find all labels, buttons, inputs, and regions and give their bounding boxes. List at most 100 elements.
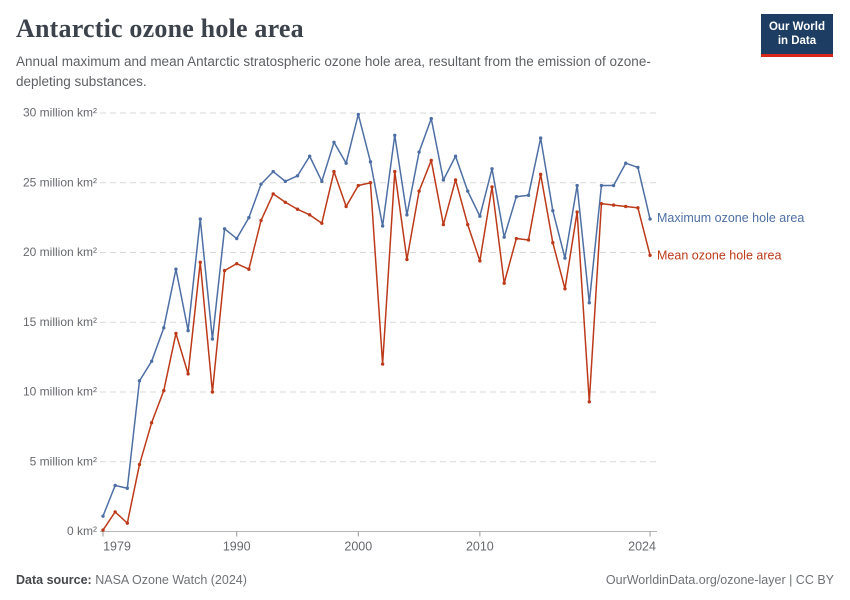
maximum-data-point[interactable] xyxy=(137,379,142,383)
maximum-data-point[interactable] xyxy=(222,227,227,231)
maximum-data-point[interactable] xyxy=(247,215,251,220)
mean-data-point[interactable] xyxy=(575,210,579,214)
owid-logo[interactable]: Our World in Data xyxy=(760,14,833,57)
maximum-data-point[interactable] xyxy=(320,179,324,184)
maximum-data-point[interactable] xyxy=(113,483,117,488)
legend-label-maximum[interactable]: Maximum ozone hole area xyxy=(657,211,804,225)
mean-data-point[interactable] xyxy=(526,238,531,242)
mean-data-point[interactable] xyxy=(295,207,300,211)
maximum-data-point[interactable] xyxy=(332,140,336,144)
mean-data-point[interactable] xyxy=(320,221,324,225)
maximum-data-point[interactable] xyxy=(441,178,446,182)
maximum-data-point[interactable] xyxy=(380,224,385,228)
maximum-data-point[interactable] xyxy=(295,174,300,178)
maximum-data-point[interactable] xyxy=(174,267,178,271)
mean-data-point[interactable] xyxy=(648,253,652,257)
maximum-data-point[interactable] xyxy=(624,161,628,165)
data-source: Data source: NASA Ozone Watch (2024) xyxy=(16,573,247,587)
maximum-data-point[interactable] xyxy=(101,514,105,518)
maximum-data-point[interactable] xyxy=(563,256,567,260)
maximum-data-point[interactable] xyxy=(149,359,154,364)
maximum-data-point[interactable] xyxy=(551,208,555,213)
mean-data-point[interactable] xyxy=(174,331,178,336)
maximum-data-point[interactable] xyxy=(162,326,166,330)
mean-data-point[interactable] xyxy=(210,390,215,394)
mean-data-point[interactable] xyxy=(271,192,275,196)
maximum-data-point[interactable] xyxy=(466,189,470,193)
maximum-data-point[interactable] xyxy=(514,195,519,199)
maximum-data-point[interactable] xyxy=(490,167,494,171)
maximum-data-point[interactable] xyxy=(356,112,360,117)
mean-data-point[interactable] xyxy=(490,185,494,189)
maximum-data-point[interactable] xyxy=(429,116,433,121)
mean-data-point[interactable] xyxy=(563,287,567,291)
maximum-data-point[interactable] xyxy=(283,179,288,184)
mean-data-point[interactable] xyxy=(466,222,470,227)
maximum-data-point[interactable] xyxy=(235,236,239,241)
mean-data-point[interactable] xyxy=(478,259,482,263)
mean-data-point[interactable] xyxy=(429,158,433,163)
maximum-data-point[interactable] xyxy=(636,165,640,170)
mean-data-point[interactable] xyxy=(247,267,251,271)
mean-data-point[interactable] xyxy=(551,241,555,245)
y-axis-tick-label: 20 million km² xyxy=(23,245,97,259)
mean-data-point[interactable] xyxy=(307,213,312,217)
mean-data-point[interactable] xyxy=(587,400,591,404)
mean-data-point[interactable] xyxy=(198,260,202,264)
mean-data-point[interactable] xyxy=(332,169,336,174)
mean-data-point[interactable] xyxy=(514,236,519,241)
maximum-data-point[interactable] xyxy=(478,214,482,218)
maximum-data-point[interactable] xyxy=(453,154,458,158)
mean-data-point[interactable] xyxy=(283,200,288,204)
maximum-data-point[interactable] xyxy=(599,183,604,188)
mean-data-point[interactable] xyxy=(453,178,458,182)
maximum-data-point[interactable] xyxy=(210,337,215,341)
maximum-data-point[interactable] xyxy=(259,182,263,186)
mean-data-point[interactable] xyxy=(344,204,348,209)
maximum-data-point[interactable] xyxy=(611,183,616,188)
maximum-data-point[interactable] xyxy=(538,136,543,140)
maximum-data-point[interactable] xyxy=(648,217,652,221)
maximum-data-point[interactable] xyxy=(271,169,275,174)
mean-data-point[interactable] xyxy=(162,388,166,393)
mean-data-point[interactable] xyxy=(137,462,142,467)
mean-data-point[interactable] xyxy=(636,206,640,210)
maximum-data-point[interactable] xyxy=(186,328,190,333)
mean-data-point[interactable] xyxy=(502,281,506,285)
mean-data-point[interactable] xyxy=(101,528,105,532)
mean-data-point[interactable] xyxy=(611,203,616,207)
maximum-data-point[interactable] xyxy=(344,161,348,165)
maximum-data-point[interactable] xyxy=(307,154,312,158)
citation-link[interactable]: OurWorldinData.org/ozone-layer | CC BY xyxy=(605,573,834,587)
mean-data-point[interactable] xyxy=(393,169,397,174)
mean-data-point[interactable] xyxy=(441,222,446,227)
maximum-series-line[interactable] xyxy=(102,113,651,517)
mean-data-point[interactable] xyxy=(538,172,543,177)
mean-data-point[interactable] xyxy=(380,362,385,366)
mean-data-point[interactable] xyxy=(259,218,263,223)
mean-data-point[interactable] xyxy=(113,510,117,514)
maximum-data-point[interactable] xyxy=(575,183,579,188)
maximum-data-point[interactable] xyxy=(526,193,531,198)
mean-data-point[interactable] xyxy=(599,201,604,206)
mean-data-point[interactable] xyxy=(235,261,239,266)
maximum-data-point[interactable] xyxy=(502,235,506,239)
maximum-data-point[interactable] xyxy=(417,150,421,154)
mean-data-point[interactable] xyxy=(368,181,373,185)
maximum-data-point[interactable] xyxy=(198,217,202,221)
mean-data-point[interactable] xyxy=(405,257,409,262)
mean-data-point[interactable] xyxy=(149,420,154,425)
legend-label-mean[interactable]: Mean ozone hole area xyxy=(657,248,781,262)
maximum-data-point[interactable] xyxy=(393,133,397,138)
mean-data-point[interactable] xyxy=(624,204,628,209)
mean-data-point[interactable] xyxy=(125,521,130,525)
mean-data-point[interactable] xyxy=(186,372,190,376)
maximum-data-point[interactable] xyxy=(125,486,130,490)
maximum-data-point[interactable] xyxy=(368,160,373,164)
maximum-data-point[interactable] xyxy=(587,301,591,305)
maximum-data-point[interactable] xyxy=(405,213,409,217)
mean-data-point[interactable] xyxy=(356,183,360,188)
mean-data-point[interactable] xyxy=(417,189,421,193)
mean-data-point[interactable] xyxy=(222,268,227,273)
mean-series-line[interactable] xyxy=(102,159,651,531)
